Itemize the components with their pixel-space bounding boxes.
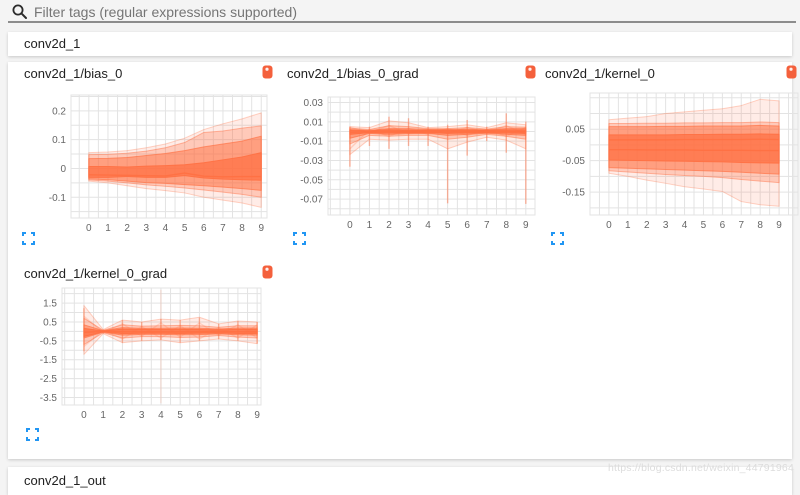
chart-title: conv2d_1/bias_0	[24, 66, 123, 81]
svg-text:-0.01: -0.01	[300, 137, 323, 148]
svg-text:3: 3	[663, 220, 669, 231]
svg-text:0: 0	[606, 220, 612, 231]
pin-icon[interactable]	[525, 65, 536, 80]
svg-text:9: 9	[523, 220, 529, 231]
section-label: conv2d_1	[24, 36, 81, 51]
svg-text:0: 0	[81, 410, 87, 421]
svg-text:5: 5	[177, 410, 183, 421]
svg-text:0.5: 0.5	[43, 317, 57, 328]
svg-text:1: 1	[100, 410, 106, 421]
pin-icon[interactable]	[786, 65, 797, 80]
svg-text:8: 8	[235, 410, 241, 421]
svg-text:-2.5: -2.5	[40, 374, 58, 385]
svg-text:4: 4	[425, 220, 431, 231]
expand-icon[interactable]	[551, 232, 564, 245]
svg-text:0.03: 0.03	[304, 98, 324, 109]
pin-icon[interactable]	[262, 265, 273, 280]
svg-text:0.1: 0.1	[52, 135, 66, 146]
svg-text:0.2: 0.2	[52, 106, 66, 117]
expand-icon[interactable]	[293, 232, 306, 245]
svg-text:8: 8	[239, 223, 245, 234]
svg-text:4: 4	[158, 410, 164, 421]
svg-text:4: 4	[163, 223, 169, 234]
svg-text:0: 0	[86, 223, 92, 234]
pin-icon[interactable]	[262, 65, 273, 80]
search-icon	[11, 3, 28, 20]
chart-card-kernel-0-grad: conv2d_1/kernel_0_grad 1.5 0.5 -0.5 -1.5 -2.…	[14, 262, 273, 450]
svg-text:7: 7	[484, 220, 490, 231]
svg-text:8: 8	[503, 220, 509, 231]
svg-text:4: 4	[682, 220, 688, 231]
chart-title: conv2d_1/kernel_0	[545, 66, 655, 81]
svg-text:8: 8	[757, 220, 763, 231]
svg-text:5: 5	[182, 223, 188, 234]
svg-text:6: 6	[720, 220, 726, 231]
filter-bar	[0, 0, 800, 23]
watermark-text: https://blog.csdn.net/weixin_44791964	[607, 462, 794, 474]
svg-text:-0.15: -0.15	[562, 188, 585, 199]
svg-text:3: 3	[406, 220, 412, 231]
svg-text:-0.5: -0.5	[40, 336, 58, 347]
svg-text:7: 7	[738, 220, 744, 231]
distribution-plot-bias-0-grad[interactable]: 0.03 0.01 -0.01 -0.03 -0.05 -0.07 0 1 2 3 4 5 6 7 8 9	[300, 88, 538, 236]
svg-text:1: 1	[105, 223, 111, 234]
chart-card-kernel-0: conv2d_1/kernel_0 0.05 -0.05 -0.15 0 1 2 3 4 5 6 7…	[535, 62, 800, 250]
svg-text:-1.5: -1.5	[40, 355, 58, 366]
chart-card-bias-0-grad: conv2d_1/bias_0_grad 0.03 0.01 -0.01 -0.03 -…	[277, 62, 538, 250]
expand-icon[interactable]	[22, 232, 35, 245]
svg-text:1: 1	[625, 220, 631, 231]
section-header-conv2d_1[interactable]: conv2d_1	[8, 32, 792, 56]
distribution-plot-kernel-0[interactable]: 0.05 -0.05 -0.15 0 1 2 3 4 5 6 7 8 9	[554, 88, 800, 236]
svg-text:1.5: 1.5	[43, 299, 57, 310]
svg-text:-0.07: -0.07	[300, 195, 323, 206]
svg-text:2: 2	[386, 220, 392, 231]
filter-tags-input[interactable]	[32, 1, 736, 23]
filter-underline	[8, 21, 796, 23]
svg-text:0: 0	[60, 164, 66, 175]
chart-title: conv2d_1/bias_0_grad	[287, 66, 419, 81]
svg-text:-0.05: -0.05	[300, 175, 323, 186]
svg-text:5: 5	[701, 220, 707, 231]
svg-text:9: 9	[254, 410, 260, 421]
svg-text:0.01: 0.01	[304, 117, 324, 128]
svg-text:-0.03: -0.03	[300, 156, 323, 167]
svg-text:3: 3	[144, 223, 150, 234]
svg-text:-3.5: -3.5	[40, 393, 58, 404]
svg-text:6: 6	[464, 220, 470, 231]
svg-text:3: 3	[139, 410, 145, 421]
section-label: conv2d_1_out	[24, 473, 106, 488]
svg-text:2: 2	[124, 223, 130, 234]
svg-text:2: 2	[120, 410, 126, 421]
svg-text:1: 1	[367, 220, 373, 231]
expand-icon[interactable]	[26, 428, 39, 441]
distribution-plot-kernel-0-grad[interactable]: 1.5 0.5 -0.5 -1.5 -2.5 -3.5 0 1 2 3 4 5 6 7 8 9	[30, 282, 264, 430]
distribution-plot-bias-0[interactable]: 0.2 0.1 0 -0.1 0 1 2 3 4 5 6 7 8 9	[40, 88, 270, 236]
svg-text:-0.05: -0.05	[562, 156, 585, 167]
svg-text:-0.1: -0.1	[49, 193, 67, 204]
svg-text:0.05: 0.05	[566, 125, 586, 136]
svg-text:7: 7	[216, 410, 222, 421]
svg-text:0: 0	[347, 220, 353, 231]
svg-text:6: 6	[197, 410, 203, 421]
svg-text:7: 7	[220, 223, 226, 234]
svg-text:9: 9	[776, 220, 782, 231]
charts-card	[8, 62, 792, 459]
svg-text:5: 5	[445, 220, 451, 231]
svg-text:9: 9	[258, 223, 264, 234]
svg-text:6: 6	[201, 223, 207, 234]
chart-title: conv2d_1/kernel_0_grad	[24, 266, 168, 281]
chart-card-bias-0: conv2d_1/bias_0 0.2 0.1 0 -0.1 0 1 2 3 4 5 6 7 8 9	[14, 62, 273, 250]
svg-text:2: 2	[644, 220, 650, 231]
